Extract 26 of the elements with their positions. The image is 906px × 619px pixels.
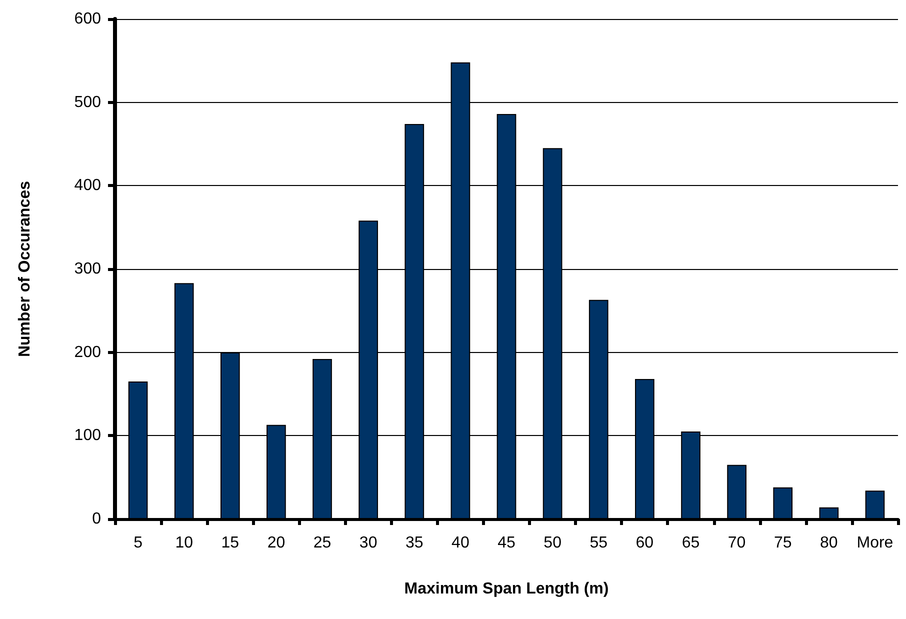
x-tick-label: 60 — [636, 534, 654, 552]
x-tick-label: 50 — [544, 534, 562, 552]
x-tick-label: 35 — [405, 534, 424, 552]
x-tick-label: 40 — [452, 534, 470, 552]
x-tick-label: 10 — [175, 534, 194, 552]
x-tick-label: 30 — [359, 534, 378, 552]
x-tick-label: 70 — [728, 534, 746, 552]
x-tick-label: 55 — [590, 534, 608, 552]
y-axis-title: Number of Occurances — [16, 180, 34, 358]
x-tick-label: 5 — [134, 534, 143, 552]
y-tick-label: 100 — [74, 427, 102, 444]
x-axis-title: Maximum Span Length (m) — [404, 580, 609, 598]
x-tick-label: 80 — [820, 534, 838, 552]
x-tick-label: 65 — [682, 534, 700, 552]
x-tick-label: 25 — [313, 534, 332, 552]
y-tick-label: 600 — [74, 10, 102, 28]
x-tick-label: 20 — [267, 534, 286, 552]
y-tick-label: 500 — [74, 94, 102, 111]
x-tick-label: More — [856, 534, 894, 552]
y-tick-label: 300 — [74, 260, 102, 278]
x-tick-label: 75 — [774, 534, 792, 552]
y-tick-label: 0 — [92, 510, 102, 528]
y-tick-label: 200 — [74, 344, 102, 361]
y-tick-label: 400 — [74, 177, 102, 194]
x-tick-label: 15 — [221, 534, 240, 552]
x-tick-label: 45 — [498, 534, 516, 552]
